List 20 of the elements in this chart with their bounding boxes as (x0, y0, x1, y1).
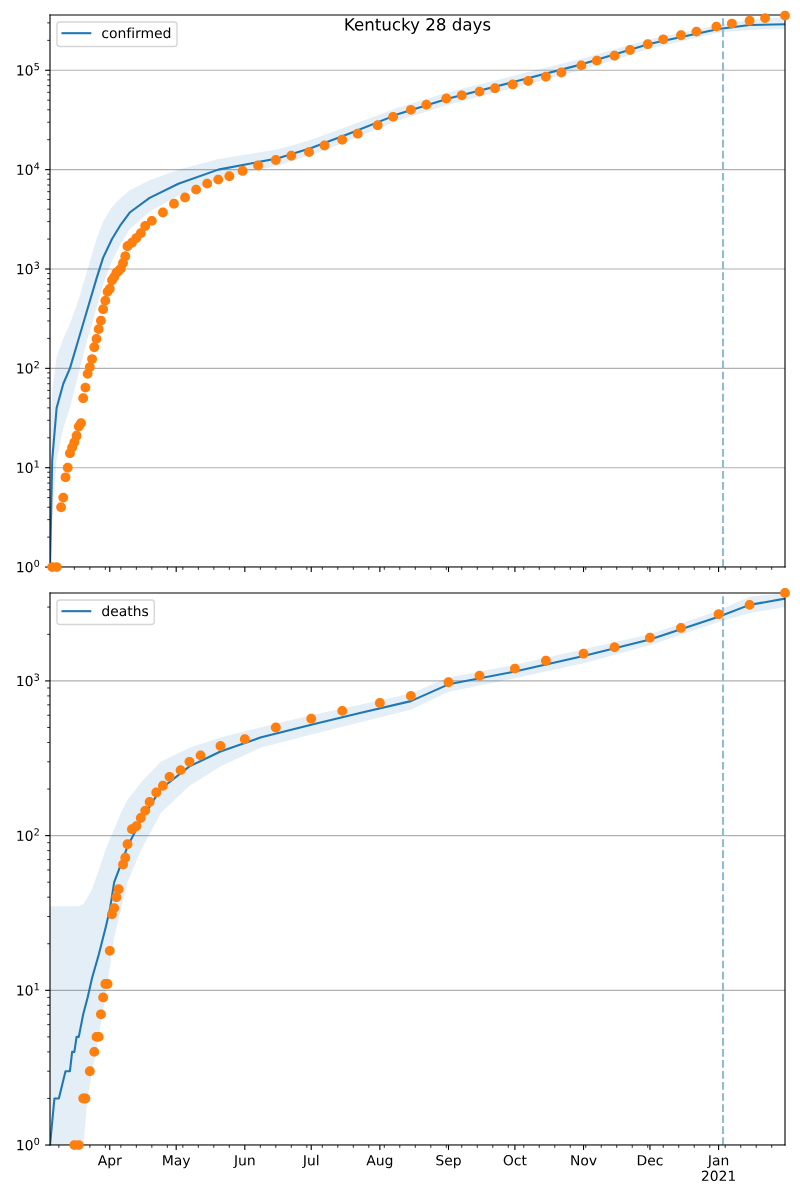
x-tick-label: Jun (233, 1155, 255, 1169)
x-tick-label: Dec (637, 1155, 663, 1166)
x-tick-label: Jul (302, 1154, 319, 1169)
y-tick-label: 10$^{2}$ (17, 360, 39, 374)
x-tick-label: Oct (503, 1155, 527, 1166)
x-tick-label: Nov (571, 1155, 597, 1166)
x-tick-label: Sep (436, 1155, 461, 1169)
y-tick-label: 10$^{5}$ (17, 63, 39, 76)
y-tick-label: 10$^{3}$ (17, 261, 40, 275)
y-tick-label: 10$^{2}$ (17, 828, 39, 841)
x-tick-label: Jan 2021 (701, 1155, 735, 1182)
y-tick-label: 10$^{1}$ (17, 460, 39, 474)
x-tick-label: May (163, 1155, 191, 1169)
y-tick-label: 10$^{3}$ (17, 673, 40, 687)
x-tick-label: Aug (366, 1155, 393, 1169)
x-tick-label: Apr (97, 1155, 122, 1169)
y-tick-label: 10$^{4}$ (17, 162, 40, 176)
y-tick-label: 10$^{0}$ (17, 1137, 40, 1151)
y-tick-label: 10$^{0}$ (17, 559, 40, 573)
y-tick-label: 10$^{1}$ (17, 983, 39, 996)
